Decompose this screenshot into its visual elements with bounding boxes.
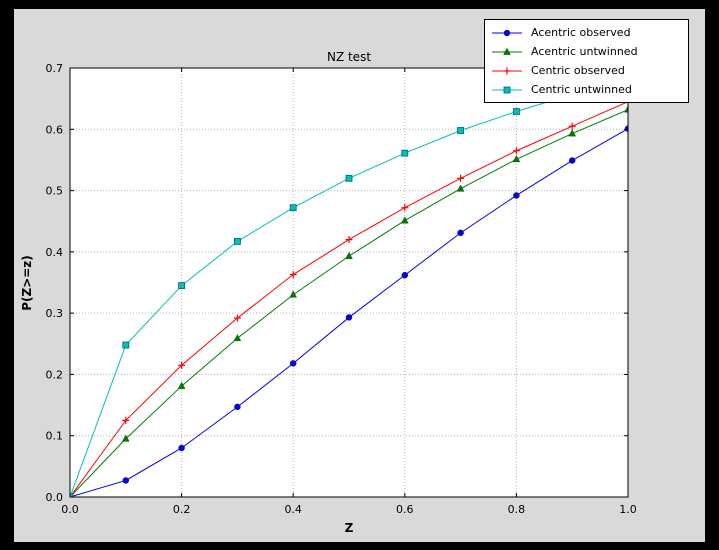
y-tick-label: 0.1 bbox=[46, 430, 64, 443]
y-tick-label: 0.3 bbox=[46, 307, 64, 320]
y-axis-label: P(Z>=z) bbox=[20, 255, 34, 311]
legend-line-sample bbox=[492, 86, 522, 93]
legend-item: Acentric untwinned bbox=[490, 42, 684, 61]
y-tick-label: 0.6 bbox=[46, 123, 64, 136]
nz-test-chart: 0.0 0.2 0.4 0.6 0.8 1.0 0.0 0.1 0.2 0.3 0.4 0.5 0.6 0… bbox=[20, 50, 637, 535]
series-acentric-untwinned bbox=[70, 105, 628, 497]
legend-item: Centric untwinned bbox=[490, 80, 684, 99]
legend-label: Acentric untwinned bbox=[531, 45, 638, 58]
legend-label: Acentric observed bbox=[531, 26, 631, 39]
x-tick-label: 0.4 bbox=[284, 503, 302, 516]
chart-title: NZ test bbox=[327, 50, 371, 64]
figure-canvas: 0.0 0.2 0.4 0.6 0.8 1.0 0.0 0.1 0.2 0.3 0.4 0.5 0.6 0… bbox=[14, 9, 705, 542]
y-tick-label: 0.2 bbox=[46, 368, 64, 381]
y-tick-label: 0.5 bbox=[46, 185, 64, 198]
x-tick-label: 0.6 bbox=[396, 503, 414, 516]
series-acentric-observed bbox=[70, 125, 628, 497]
axis-ticks: 0.0 0.2 0.4 0.6 0.8 1.0 0.0 0.1 0.2 0.3 0.4 0.5 0.6 0… bbox=[46, 62, 637, 516]
legend-label: Centric untwinned bbox=[531, 83, 632, 96]
axes-frame bbox=[69, 67, 629, 498]
x-tick-label: 0.2 bbox=[173, 503, 191, 516]
y-tick-label: 0.4 bbox=[46, 246, 64, 259]
y-tick-label: 0.7 bbox=[46, 62, 64, 75]
legend-item: Acentric observed bbox=[490, 23, 684, 42]
legend-line-sample bbox=[492, 47, 522, 55]
y-tick-label: 0.0 bbox=[46, 491, 64, 504]
x-axis-label: Z bbox=[345, 521, 354, 535]
legend-item: Centric observed bbox=[490, 61, 684, 80]
plot-area bbox=[70, 68, 628, 497]
legend-line-sample bbox=[492, 29, 522, 36]
plot-layer: 0.0 0.2 0.4 0.6 0.8 1.0 0.0 0.1 0.2 0.3 0.4 0.5 0.6 0… bbox=[46, 62, 637, 516]
legend: Acentric observed Acentric untwinned Centr… bbox=[484, 19, 689, 103]
x-tick-label: 1.0 bbox=[619, 503, 637, 516]
legend-line-sample bbox=[492, 67, 522, 74]
x-tick-label: 0.0 bbox=[61, 503, 79, 516]
legend-label: Centric observed bbox=[531, 64, 625, 77]
x-tick-label: 0.8 bbox=[508, 503, 526, 516]
